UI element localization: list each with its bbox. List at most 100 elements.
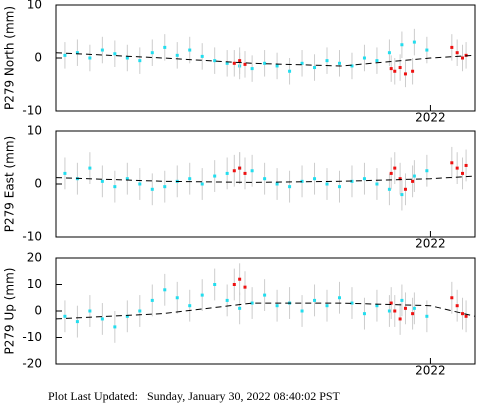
trend-line: [55, 302, 476, 320]
data-point: [75, 51, 79, 55]
data-point: [100, 179, 104, 183]
data-point: [362, 56, 366, 60]
data-point: [461, 56, 465, 60]
data-point: [100, 48, 104, 52]
data-point: [88, 56, 92, 60]
data-point: [175, 296, 179, 300]
data-point: [337, 296, 341, 300]
data-point: [75, 320, 79, 324]
data-point: [375, 182, 379, 186]
data-point: [389, 67, 393, 71]
y-tick-label: -20: [22, 357, 42, 371]
y-tick-label: 0: [34, 177, 42, 191]
y-tick-label: 10: [27, 124, 42, 138]
data-point: [138, 182, 142, 186]
data-point: [188, 304, 192, 308]
data-point: [337, 185, 341, 189]
data-point: [150, 51, 154, 55]
data-point: [125, 177, 129, 181]
data-point: [238, 59, 242, 63]
data-point: [403, 72, 407, 76]
data-point: [455, 166, 459, 170]
footer-value: Sunday, January 30, 2022 08:40:02 PST: [147, 389, 341, 403]
data-point: [275, 64, 279, 68]
trend-line: [55, 52, 476, 67]
data-point: [455, 304, 459, 308]
data-point: [464, 314, 468, 318]
data-point: [455, 51, 459, 55]
data-point: [313, 177, 317, 181]
data-point: [398, 317, 402, 321]
data-point: [63, 171, 67, 175]
x-tick-label: 2022: [415, 237, 446, 251]
data-point: [464, 163, 468, 167]
data-point: [425, 169, 429, 173]
data-point: [238, 166, 242, 170]
data-point: [411, 179, 415, 183]
data-point: [450, 161, 454, 165]
data-point: [88, 166, 92, 170]
data-point: [393, 69, 397, 73]
data-point: [300, 309, 304, 313]
data-point: [225, 298, 229, 302]
data-point: [250, 169, 254, 173]
data-point: [400, 193, 404, 197]
y-tick-label: 0: [34, 304, 42, 318]
data-point: [337, 61, 341, 65]
data-point: [393, 166, 397, 170]
data-point: [125, 314, 129, 318]
data-point: [398, 177, 402, 181]
data-point: [288, 69, 292, 73]
data-point: [263, 293, 267, 297]
data-point: [213, 283, 217, 286]
y-tick-label: -10: [22, 230, 42, 244]
data-point: [175, 53, 179, 57]
data-point: [113, 185, 117, 189]
data-point: [325, 182, 329, 186]
data-point: [362, 312, 366, 316]
data-point: [200, 54, 204, 58]
data-point: [63, 53, 67, 57]
trend-line: [55, 175, 476, 183]
data-point: [389, 171, 393, 175]
data-point: [325, 304, 329, 308]
data-point: [225, 171, 229, 175]
data-point: [188, 177, 192, 181]
y-tick-label: 0: [34, 51, 42, 65]
data-point: [275, 182, 279, 186]
y-tick-label: -10: [22, 104, 42, 118]
data-point: [412, 306, 416, 310]
y-axis-label: P279 Up (mm): [3, 268, 17, 355]
data-point: [88, 309, 92, 313]
data-point: [200, 182, 204, 186]
y-tick-label: 10: [27, 0, 42, 12]
data-point: [300, 61, 304, 65]
data-point: [387, 309, 391, 313]
data-point: [375, 304, 379, 308]
data-point: [163, 288, 167, 292]
data-point: [213, 174, 217, 178]
data-point: [243, 285, 247, 289]
data-point: [412, 40, 416, 44]
data-point: [150, 298, 154, 302]
data-point: [113, 52, 117, 56]
data-point: [188, 48, 192, 52]
data-point: [398, 66, 402, 70]
data-point: [225, 61, 229, 65]
data-point: [138, 59, 142, 63]
x-tick-label: 2022: [415, 111, 446, 125]
data-point: [400, 43, 404, 47]
footer-label: Plot Last Updated:: [48, 389, 138, 403]
data-point: [425, 48, 429, 52]
data-point: [232, 61, 236, 65]
data-point: [275, 304, 279, 308]
data-point: [461, 312, 465, 316]
data-point: [263, 61, 267, 65]
data-point: [350, 301, 354, 305]
data-point: [375, 59, 379, 63]
data-point: [113, 325, 117, 329]
data-point: [403, 187, 407, 191]
data-point: [389, 301, 393, 305]
